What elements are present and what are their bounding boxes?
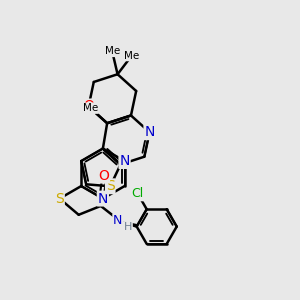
Text: N: N — [113, 214, 122, 227]
Text: S: S — [55, 192, 64, 206]
Text: N: N — [119, 154, 130, 168]
Text: N: N — [144, 125, 155, 139]
Text: O: O — [98, 169, 109, 183]
Text: N: N — [98, 192, 108, 206]
Text: Me: Me — [83, 103, 98, 113]
Text: Cl: Cl — [132, 188, 144, 200]
Text: S: S — [106, 179, 115, 193]
Text: O: O — [83, 100, 94, 113]
Text: Me: Me — [105, 46, 120, 56]
Text: Me: Me — [124, 50, 140, 61]
Text: H: H — [124, 222, 132, 232]
